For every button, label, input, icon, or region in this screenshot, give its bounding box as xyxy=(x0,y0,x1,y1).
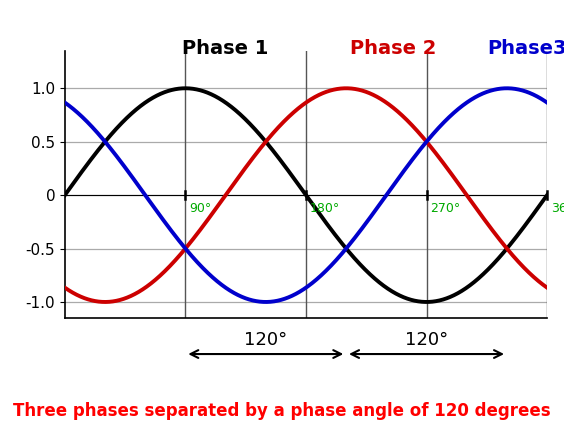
Text: Phase3: Phase3 xyxy=(487,39,564,59)
Text: Three phases separated by a phase angle of 120 degrees: Three phases separated by a phase angle … xyxy=(13,402,551,420)
Text: Phase 2: Phase 2 xyxy=(350,39,436,59)
Text: 120°: 120° xyxy=(405,331,448,349)
Text: Phase 1: Phase 1 xyxy=(182,39,269,59)
Text: 270°: 270° xyxy=(430,201,461,215)
Text: 120°: 120° xyxy=(244,331,288,349)
Text: 360°: 360° xyxy=(551,201,564,215)
Text: 90°: 90° xyxy=(190,201,212,215)
Text: 180°: 180° xyxy=(310,201,340,215)
